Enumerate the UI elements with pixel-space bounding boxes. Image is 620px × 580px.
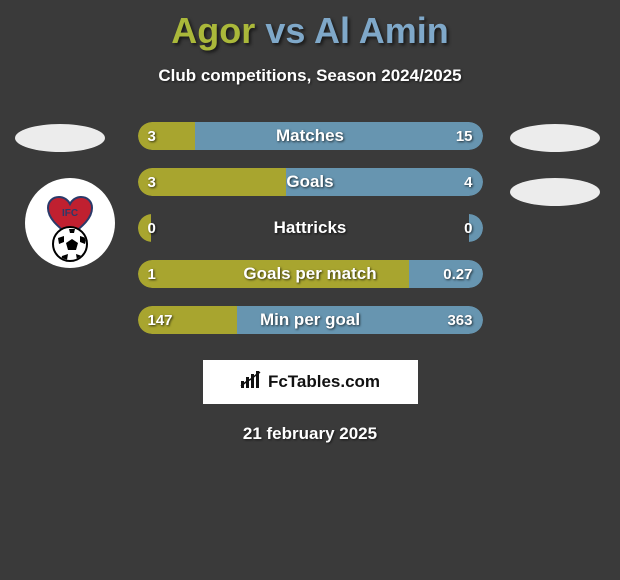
title-player1: Agor [171, 10, 255, 51]
title-vs: vs [265, 10, 305, 51]
bar-chart-icon [240, 371, 262, 394]
bar-label: Goals [138, 168, 483, 196]
bar-label: Min per goal [138, 306, 483, 334]
page-title: Agor vs Al Amin [0, 0, 620, 52]
date-text: 21 february 2025 [0, 424, 620, 444]
bar-row: 10.27Goals per match [138, 260, 483, 288]
bar-row: 34Goals [138, 168, 483, 196]
bar-label: Hattricks [138, 214, 483, 242]
bars-container: 315Matches 34Goals 00Hattricks 10.27Goals p… [138, 122, 483, 334]
bar-label: Matches [138, 122, 483, 150]
brand-box: FcTables.com [203, 360, 418, 404]
bar-row: 147363Min per goal [138, 306, 483, 334]
brand-text: FcTables.com [268, 372, 380, 392]
bar-label: Goals per match [138, 260, 483, 288]
bar-row: 00Hattricks [138, 214, 483, 242]
title-player2: Al Amin [314, 10, 449, 51]
bar-row: 315Matches [138, 122, 483, 150]
comparison-chart: 315Matches 34Goals 00Hattricks 10.27Goals p… [0, 122, 620, 334]
subtitle: Club competitions, Season 2024/2025 [0, 66, 620, 86]
